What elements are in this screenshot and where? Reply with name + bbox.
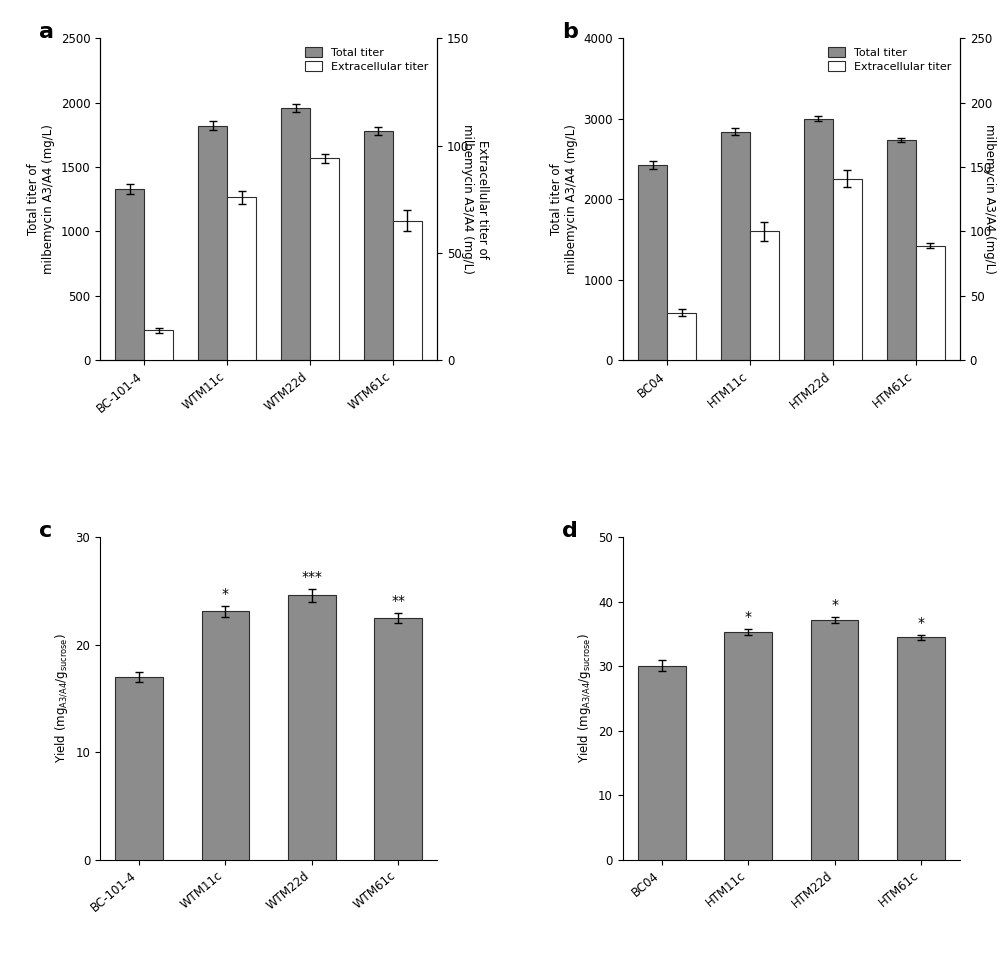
Text: *: * bbox=[745, 610, 752, 624]
Text: c: c bbox=[39, 521, 53, 541]
Bar bbox=[227, 197, 256, 360]
Text: b: b bbox=[562, 22, 578, 42]
Bar bbox=[724, 632, 772, 860]
Text: **: ** bbox=[391, 594, 405, 607]
Text: *: * bbox=[917, 616, 924, 630]
Text: *: * bbox=[222, 587, 229, 602]
Y-axis label: Total titer of
milbemycin A3/A4 (mg/L): Total titer of milbemycin A3/A4 (mg/L) bbox=[550, 124, 578, 274]
Bar bbox=[897, 637, 945, 860]
Text: *: * bbox=[831, 598, 838, 612]
Legend: Total titer, Extracellular titer: Total titer, Extracellular titer bbox=[302, 44, 432, 75]
Bar bbox=[721, 132, 750, 360]
Bar bbox=[804, 118, 833, 360]
Bar bbox=[374, 618, 422, 860]
Bar bbox=[393, 221, 422, 360]
Y-axis label: Yield ($\mathregular{mg_{A3/A4}/g_{sucrose}}$): Yield ($\mathregular{mg_{A3/A4}/g_{sucro… bbox=[576, 633, 593, 763]
Bar bbox=[667, 312, 696, 360]
Bar bbox=[887, 139, 916, 360]
Bar bbox=[750, 231, 779, 360]
Bar bbox=[638, 164, 667, 360]
Bar bbox=[202, 611, 249, 860]
Y-axis label: Extracellular titer of
milbemycin A3/A4 (mg/L): Extracellular titer of milbemycin A3/A4 … bbox=[983, 124, 1000, 274]
Bar bbox=[833, 179, 862, 360]
Text: d: d bbox=[562, 521, 578, 541]
Bar bbox=[288, 595, 336, 860]
Y-axis label: Extracellular titer of
milbemycin A3/A4 (mg/L): Extracellular titer of milbemycin A3/A4 … bbox=[461, 124, 489, 274]
Bar bbox=[115, 189, 144, 360]
Text: a: a bbox=[39, 22, 54, 42]
Text: ***: *** bbox=[301, 570, 322, 584]
Bar bbox=[310, 159, 339, 360]
Legend: Total titer, Extracellular titer: Total titer, Extracellular titer bbox=[825, 44, 954, 75]
Bar bbox=[811, 620, 858, 860]
Bar bbox=[638, 666, 686, 860]
Y-axis label: Yield ($\mathregular{mg_{A3/A4}/g_{sucrose}}$): Yield ($\mathregular{mg_{A3/A4}/g_{sucro… bbox=[53, 633, 70, 763]
Bar bbox=[144, 330, 173, 360]
Bar bbox=[364, 131, 393, 360]
Y-axis label: Total titer of
milbemycin A3/A4 (mg/L): Total titer of milbemycin A3/A4 (mg/L) bbox=[27, 124, 55, 274]
Bar bbox=[198, 126, 227, 360]
Bar bbox=[281, 108, 310, 360]
Bar bbox=[916, 245, 945, 360]
Bar bbox=[115, 677, 163, 860]
